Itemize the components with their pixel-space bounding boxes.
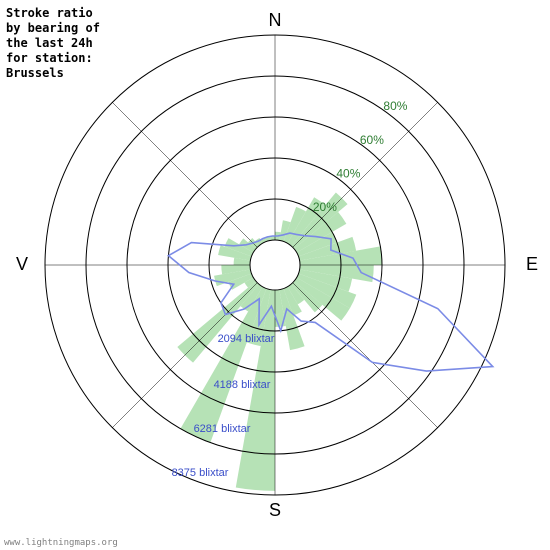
count-label: 4188 blixtar (214, 379, 271, 391)
grid-spoke (293, 283, 438, 428)
polar-chart-container: Stroke ratio by bearing of the last 24h … (0, 0, 550, 550)
grid-spoke (293, 102, 438, 247)
pct-label: 60% (360, 133, 384, 147)
polar-chart: 20% 40% 60% 80% N E S V 2094 blixtar 4188 blixtar… (0, 0, 550, 550)
grid-spoke (112, 102, 257, 247)
cardinal-label: S (269, 500, 281, 520)
count-label: 8375 blixtar (172, 467, 229, 479)
cardinal-label: V (16, 254, 28, 274)
count-label: 6281 blixtar (194, 423, 251, 435)
cardinal-label: E (526, 254, 538, 274)
pct-label: 40% (336, 166, 360, 180)
count-label: 2094 blixtar (218, 333, 275, 345)
hub-circle (250, 240, 300, 290)
source-footer: www.lightningmaps.org (4, 538, 118, 548)
pct-label: 80% (383, 99, 407, 113)
cardinal-label: N (269, 10, 282, 30)
pct-label: 20% (313, 200, 337, 214)
